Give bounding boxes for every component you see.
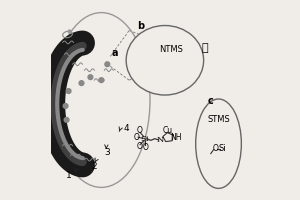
Circle shape bbox=[88, 75, 93, 80]
Text: O: O bbox=[136, 126, 142, 135]
Circle shape bbox=[79, 81, 84, 86]
Ellipse shape bbox=[196, 99, 242, 188]
Text: c: c bbox=[208, 96, 213, 106]
Text: 3: 3 bbox=[104, 148, 110, 157]
Text: 或: 或 bbox=[201, 43, 208, 53]
Text: O: O bbox=[212, 144, 218, 153]
Circle shape bbox=[64, 117, 69, 122]
Text: O: O bbox=[134, 133, 140, 142]
Text: Si: Si bbox=[140, 135, 149, 143]
Circle shape bbox=[63, 104, 68, 108]
Circle shape bbox=[68, 30, 71, 33]
Text: NH: NH bbox=[170, 133, 182, 142]
Text: a: a bbox=[111, 48, 118, 58]
Text: N: N bbox=[157, 136, 164, 144]
Text: 1: 1 bbox=[66, 171, 71, 180]
Text: Cu: Cu bbox=[163, 126, 173, 135]
Circle shape bbox=[99, 78, 104, 83]
Text: NTMS: NTMS bbox=[159, 45, 183, 54]
Circle shape bbox=[105, 62, 110, 67]
Text: b: b bbox=[137, 21, 144, 31]
Text: O: O bbox=[142, 143, 148, 152]
Text: 4: 4 bbox=[123, 124, 129, 133]
Ellipse shape bbox=[126, 26, 204, 95]
Text: STMS: STMS bbox=[207, 115, 230, 124]
Text: 2: 2 bbox=[92, 162, 97, 171]
Text: Si: Si bbox=[218, 144, 226, 153]
Text: O: O bbox=[136, 142, 142, 151]
Circle shape bbox=[66, 89, 71, 93]
